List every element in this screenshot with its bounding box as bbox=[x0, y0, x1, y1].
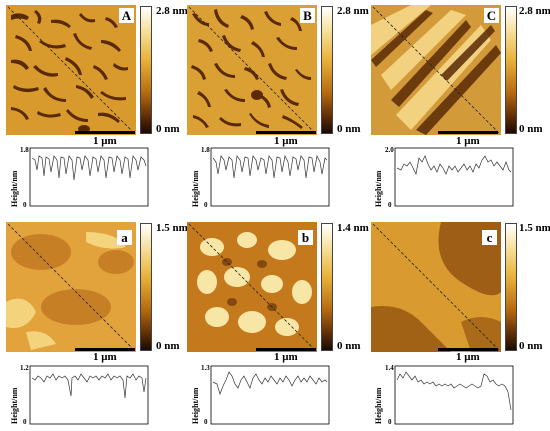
scale-bar bbox=[256, 131, 316, 134]
profile-y-min: 0 bbox=[388, 418, 392, 426]
scale-bar bbox=[256, 348, 316, 351]
color-scale-min: 0 nm bbox=[337, 123, 361, 135]
profile-y-max: 1.8 bbox=[201, 146, 210, 154]
profile-y-max: 1.8 bbox=[20, 146, 29, 154]
profile-y-label: Height/nm bbox=[10, 170, 19, 207]
color-scale-min: 0 nm bbox=[337, 340, 361, 352]
afm-image-C bbox=[371, 5, 501, 135]
scale-bar bbox=[75, 348, 135, 351]
color-scale-min: 0 nm bbox=[519, 340, 543, 352]
afm-image-B bbox=[187, 5, 317, 135]
panel-letter: b bbox=[298, 230, 313, 245]
profile-y-min: 0 bbox=[23, 418, 27, 426]
profile-y-max: 1.4 bbox=[385, 364, 394, 372]
profile-y-label: Height/nm bbox=[10, 387, 19, 424]
height-profile bbox=[394, 365, 514, 425]
color-scale-bar bbox=[321, 6, 333, 134]
color-scale-bar bbox=[140, 6, 152, 134]
profile-y-max: 1.3 bbox=[201, 364, 210, 372]
height-profile bbox=[29, 365, 149, 425]
scale-bar-label: 1 μm bbox=[274, 351, 298, 363]
afm-image-A bbox=[6, 5, 136, 135]
afm-image-a bbox=[6, 222, 136, 352]
panel-letter: C bbox=[484, 8, 499, 23]
color-scale-max: 2.8 nm bbox=[156, 5, 188, 17]
color-scale-max: 1.4 nm bbox=[337, 222, 369, 234]
profile-y-min: 0 bbox=[23, 201, 27, 209]
afm-image-b bbox=[187, 222, 317, 352]
color-scale-max: 1.5 nm bbox=[519, 222, 550, 234]
scale-bar bbox=[438, 348, 498, 351]
color-scale-bar bbox=[505, 223, 517, 351]
height-profile bbox=[210, 147, 330, 207]
color-scale-max: 2.8 nm bbox=[519, 5, 550, 17]
scale-bar-label: 1 μm bbox=[456, 351, 480, 363]
scale-bar-label: 1 μm bbox=[93, 135, 117, 147]
color-scale-min: 0 nm bbox=[519, 123, 543, 135]
panel-letter: c bbox=[482, 230, 497, 245]
profile-y-label: Height/nm bbox=[374, 170, 383, 207]
profile-y-label: Height/nm bbox=[374, 387, 383, 424]
scale-bar-label: 1 μm bbox=[274, 135, 298, 147]
scale-bar-label: 1 μm bbox=[456, 135, 480, 147]
height-profile bbox=[210, 365, 330, 425]
height-profile bbox=[29, 147, 149, 207]
color-scale-bar bbox=[321, 223, 333, 351]
color-scale-max: 2.8 nm bbox=[337, 5, 369, 17]
profile-y-max: 2.0 bbox=[385, 146, 394, 154]
panel-letter: A bbox=[119, 8, 134, 23]
panel-letter: a bbox=[117, 230, 132, 245]
profile-y-min: 0 bbox=[204, 418, 208, 426]
color-scale-max: 1.5 nm bbox=[156, 222, 188, 234]
height-profile bbox=[394, 147, 514, 207]
color-scale-min: 0 nm bbox=[156, 123, 180, 135]
profile-y-max: 1.2 bbox=[20, 364, 29, 372]
color-scale-min: 0 nm bbox=[156, 340, 180, 352]
profile-y-label: Height/nm bbox=[191, 170, 200, 207]
scale-bar bbox=[438, 131, 498, 134]
profile-y-label: Height/nm bbox=[191, 387, 200, 424]
profile-y-min: 0 bbox=[204, 201, 208, 209]
panel-letter: B bbox=[300, 8, 315, 23]
color-scale-bar bbox=[505, 6, 517, 134]
color-scale-bar bbox=[140, 223, 152, 351]
scale-bar-label: 1 μm bbox=[93, 351, 117, 363]
scale-bar bbox=[75, 131, 135, 134]
profile-y-min: 0 bbox=[388, 201, 392, 209]
